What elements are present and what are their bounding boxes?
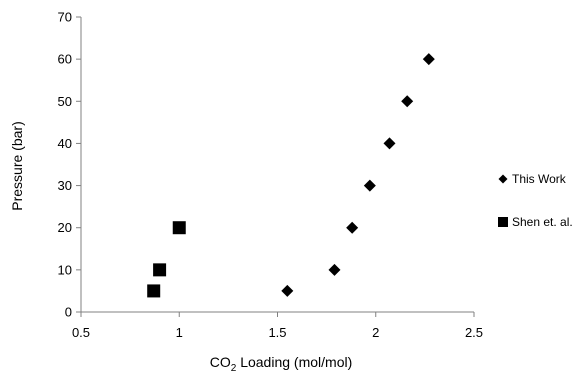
legend-diamond-marker (498, 174, 508, 184)
this-work-point (383, 137, 396, 150)
legend-label: Shen et. al. (512, 215, 573, 229)
y-axis-title: Pressure (bar) (9, 121, 25, 210)
plot-area: 0 10 20 30 40 50 60 70 0.5 1 1.5 2 2.5 (58, 10, 484, 341)
x-tick-label: 1 (176, 325, 183, 340)
legend-square-marker (498, 217, 508, 227)
legend: This Work Shen et. al. (498, 172, 573, 229)
shen-et-al-point (153, 263, 167, 277)
x-tick-label: 1.5 (268, 325, 286, 340)
y-tick-label: 20 (58, 220, 72, 235)
this-work-point (363, 179, 376, 192)
y-tick-label: 30 (58, 178, 72, 193)
y-tick-label: 70 (58, 10, 72, 25)
x-tick-label: 2.5 (465, 325, 483, 340)
data-points (147, 53, 435, 298)
x-tick-label: 0.5 (72, 325, 90, 340)
y-tick-label: 0 (65, 305, 72, 320)
this-work-point (401, 95, 414, 108)
x-tick-label: 2 (372, 325, 379, 340)
this-work-point (281, 284, 294, 297)
this-work-point (328, 263, 341, 276)
x-axis-ticks: 0.5 1 1.5 2 2.5 (72, 312, 483, 340)
legend-label: This Work (512, 172, 567, 186)
x-axis-title: CO2 Loading (mol/mol) (210, 354, 353, 374)
shen-et-al-point (147, 284, 161, 298)
y-tick-label: 40 (58, 136, 72, 151)
this-work-point (346, 221, 359, 234)
y-tick-label: 50 (58, 94, 72, 109)
y-tick-label: 10 (58, 262, 72, 277)
shen-et-al-point (172, 221, 186, 235)
y-axis-ticks: 0 10 20 30 40 50 60 70 (58, 10, 81, 320)
this-work-point (422, 53, 435, 66)
y-tick-label: 60 (58, 52, 72, 67)
